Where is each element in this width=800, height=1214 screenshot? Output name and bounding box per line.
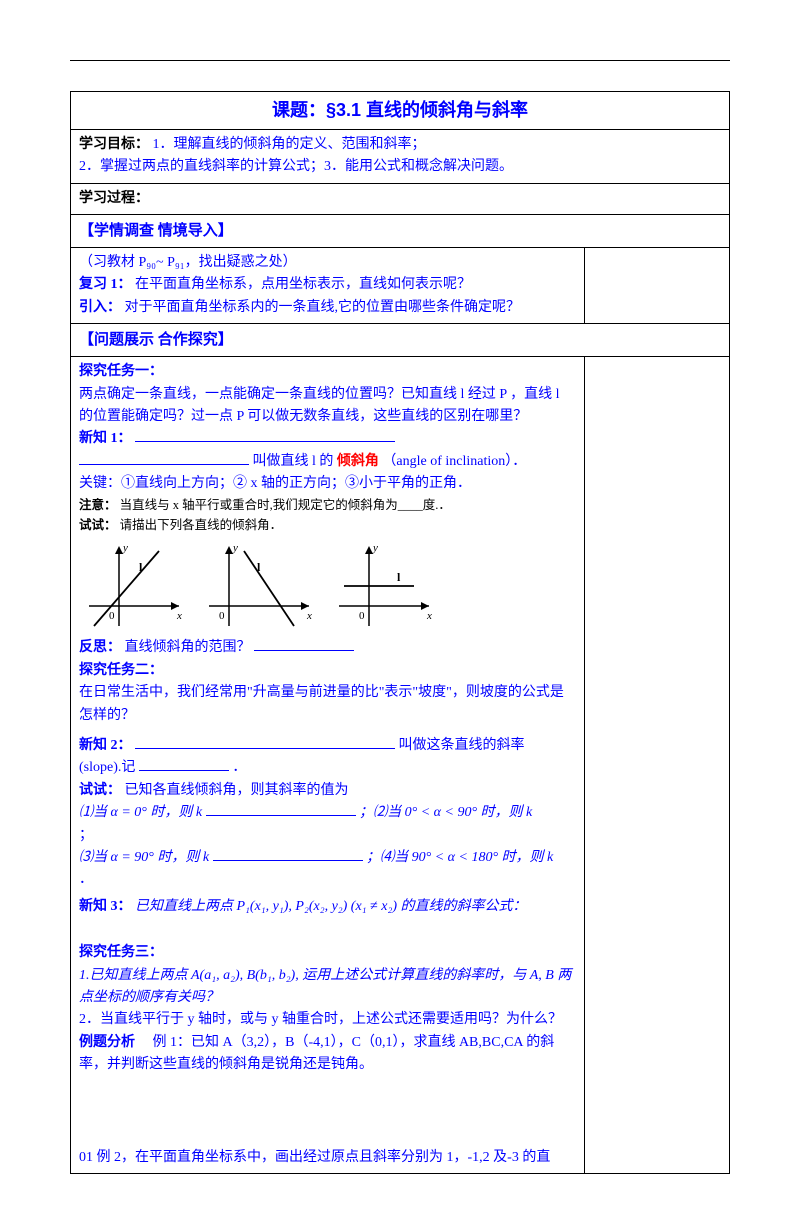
svg-text:l: l <box>139 560 143 574</box>
task1-text: 两点确定一条直线，一点能确定一条直线的位置吗？已知直线 l 经过 P ，直线 l… <box>79 384 576 429</box>
case1-blank <box>206 815 356 816</box>
worksheet-table: 课题：§3.1 直线的倾斜角与斜率 学习目标： 1．理解直线的倾斜角的定义、范围… <box>70 91 730 1174</box>
intro-label: 引入： <box>79 300 121 315</box>
new1-label: 新知 1： <box>79 431 132 446</box>
svg-text:l: l <box>397 570 401 584</box>
new1-tail-a: 叫做直线 l 的 <box>253 454 334 469</box>
case-semi-1: ； <box>79 825 576 847</box>
svg-text:0: 0 <box>219 610 225 622</box>
new1-blank-2 <box>79 464 249 465</box>
new2-slope: (slope).记 <box>79 760 135 775</box>
new3-label: 新知 3： <box>79 899 132 914</box>
section-1-margin <box>585 247 730 323</box>
diagram-3: y x 0 l <box>329 541 439 631</box>
new1-blank-1 <box>135 441 395 442</box>
new2-label: 新知 2： <box>79 738 132 753</box>
new1-tail-b: （angle of inclination）． <box>382 454 526 469</box>
goals-label: 学习目标： <box>79 137 149 152</box>
goals-cell: 学习目标： 1．理解直线的倾斜角的定义、范围和斜率； 2．掌握过两点的直线斜率的… <box>71 129 730 183</box>
case3b: ；⑷当 90° < α < 180° 时，则 k <box>366 850 553 865</box>
new2-tail: 叫做这条直线的斜率 <box>399 738 525 753</box>
new2-blank <box>135 748 395 749</box>
svg-text:l: l <box>257 560 261 574</box>
key-line: 关键：①直线向上方向；② x 轴的正方向；③小于平角的正角． <box>79 473 576 495</box>
case3-blank <box>213 860 363 861</box>
reflect-text: 直线倾斜角的范围？ <box>125 640 251 655</box>
note-label: 注意： <box>79 498 117 512</box>
section-2-head: 【问题展示 合作探究】 <box>71 324 730 357</box>
try2-text: 已知各直线倾斜角，则其斜率的值为 <box>125 783 349 798</box>
goal-2: 2．掌握过两点的直线斜率的计算公式；3．能用公式和概念解决问题。 <box>79 159 513 174</box>
svg-text:x: x <box>426 610 432 622</box>
page-title: 课题：§3.1 直线的倾斜角与斜率 <box>272 100 528 120</box>
svg-text:y: y <box>372 542 378 554</box>
case1a: ⑴当 α = 0° 时，则 k <box>79 805 202 820</box>
svg-text:0: 0 <box>359 610 365 622</box>
task1-label: 探究任务一： <box>79 361 576 383</box>
task2-label: 探究任务二： <box>79 660 576 682</box>
try1-text: 请描出下列各直线的倾斜角． <box>120 518 283 532</box>
goal-1: 1．理解直线的倾斜角的定义、范围和斜率； <box>153 137 426 152</box>
case1b: ；⑵当 0° < α < 90° 时，则 k <box>359 805 532 820</box>
section-1-body: （习教材 P₉₀~ P₉₁，找出疑惑之处） 复习 1： 在平面直角坐标系，点用坐… <box>71 247 585 323</box>
example-2-partial: 01 例 2，在平面直角坐标系中，画出经过原点且斜率分别为 1，-1,2 及-3… <box>79 1147 576 1169</box>
section-1-head: 【学情调查 情境导入】 <box>71 214 730 247</box>
svg-text:x: x <box>176 610 182 622</box>
reflect-blank <box>254 650 354 651</box>
svg-text:0: 0 <box>109 610 115 622</box>
section-2-margin <box>585 357 730 1174</box>
svg-text:x: x <box>306 610 312 622</box>
svg-text:y: y <box>232 542 238 554</box>
note-text: 当直线与 x 轴平行或重合时,我们规定它的倾斜角为____度.． <box>120 498 451 512</box>
case-dot: ． <box>79 869 576 891</box>
example-1: 例 1：已知 A（3,2），B（-4,1），C（0,1），求直线 AB,BC,C… <box>79 1035 554 1072</box>
review-label: 复习 1： <box>79 277 132 292</box>
diagram-1: y x 0 l <box>79 541 189 631</box>
diagram-2: y x 0 l <box>199 541 319 631</box>
example-label: 例题分析 <box>79 1035 135 1050</box>
reflect-label: 反思： <box>79 640 121 655</box>
s1-reading: （习教材 P₉₀~ P₉₁，找出疑惑之处） <box>79 252 576 274</box>
review-text: 在平面直角坐标系，点用坐标表示，直线如何表示呢？ <box>135 277 471 292</box>
task2-text: 在日常生活中，我们经常用"升高量与前进量的比"表示"坡度"，则坡度的公式是怎样的… <box>79 682 576 727</box>
task3-q1: 1.已知直线上两点 A(a₁, a₂), B(b₁, b₂), 运用上述公式计算… <box>79 965 576 1010</box>
task3-q2: 2．当直线平行于 y 轴时，或与 y 轴重合时，上述公式还需要适用吗？为什么？ <box>79 1009 576 1031</box>
new3-text: 已知直线上两点 P₁(x₁, y₁), P₂(x₂, y₂) (x₁ ≠ x₂)… <box>135 899 526 914</box>
svg-text:y: y <box>122 542 128 554</box>
section-2-body: 探究任务一： 两点确定一条直线，一点能确定一条直线的位置吗？已知直线 l 经过 … <box>71 357 585 1174</box>
try1-label: 试试： <box>79 518 117 532</box>
try2-label: 试试： <box>79 783 121 798</box>
new1-red: 倾斜角 <box>337 454 379 469</box>
task3-label: 探究任务三： <box>79 942 576 964</box>
angle-diagrams: y x 0 l <box>79 541 576 631</box>
top-rule <box>70 60 730 61</box>
process-label: 学习过程： <box>71 183 730 214</box>
intro-text: 对于平面直角坐标系内的一条直线,它的位置由哪些条件确定呢？ <box>125 300 521 315</box>
new2-dot: ． <box>232 760 246 775</box>
new2-blank-2 <box>139 770 229 771</box>
title-cell: 课题：§3.1 直线的倾斜角与斜率 <box>71 92 730 130</box>
case3a: ⑶当 α = 90° 时，则 k <box>79 850 209 865</box>
